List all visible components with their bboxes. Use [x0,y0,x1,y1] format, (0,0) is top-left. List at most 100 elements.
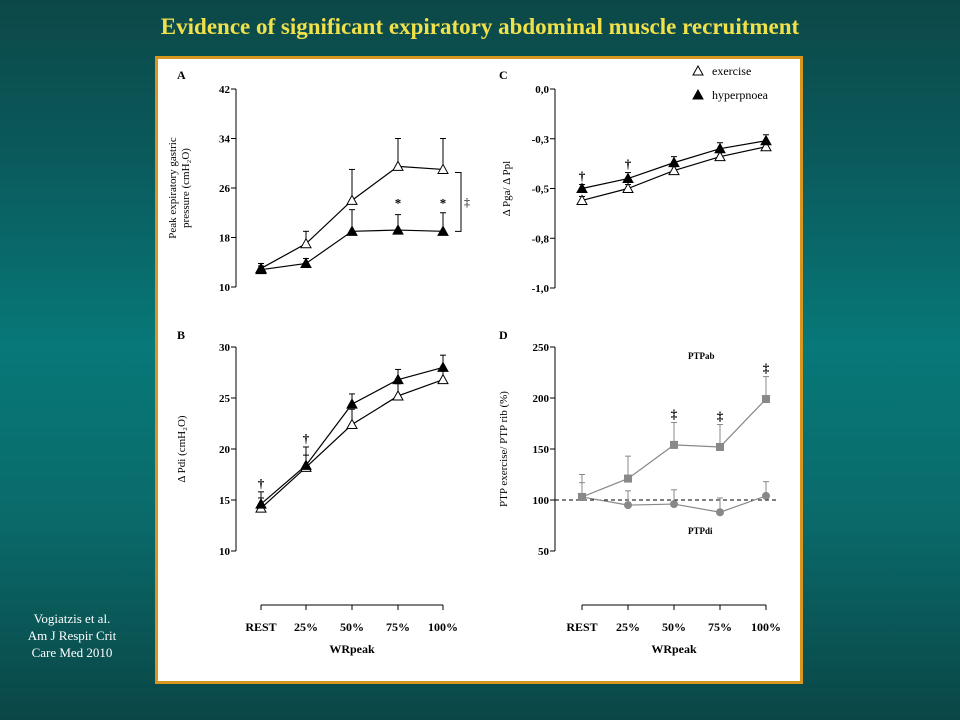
panel-c-legend-marker [692,88,704,100]
citation-line-2: Am J Respir Crit [27,628,117,643]
panel-a-y-tick-label: 10 [219,282,231,294]
panel-d-series-PTPdi-point [716,508,724,517]
panel-a-series-hyperpnoea-point [346,225,358,236]
panel-d-x-tick-label: 50% [662,620,686,634]
panel-c-series-exercise-point [714,150,726,162]
panel-b-x-tick-label: REST [245,620,276,634]
panel-c-y-tick-label: -0,8 [532,233,550,245]
panel-a-series-exercise-point [392,160,404,171]
panel-c-letter: C [499,68,508,82]
panel-a-series-exercise-point [437,163,449,174]
panel-d-x-label: WRpeak [651,642,697,656]
slide-title: Evidence of significant expiratory abdom… [160,14,800,39]
panel-c-annotation: † [625,157,632,172]
panel-c-series-exercise-point [668,164,680,176]
panel-b-series-hyperpnoea-point [437,361,449,372]
panel-b-series-hyperpnoea-point [300,459,312,470]
panel-b-y-tick-label: 20 [219,444,231,456]
panel-d-x-tick-label: 25% [616,620,640,634]
panel-d-series-PTPdi-point [578,492,586,501]
panel-c-annotation: † [579,169,586,184]
panel-c-y-tick-label: 0,0 [535,84,549,96]
panel-a-y-label: Peak expiratory gastric [167,137,179,239]
panel-d-series-PTPab-point [624,474,632,483]
panel-d-annotation: ‡ [763,361,770,376]
panel-a-letter: A [177,68,186,82]
panel-d-series-PTPab-point [762,395,770,404]
panel-d-x-tick-label: 75% [708,620,732,634]
panel-c-series-exercise-point [622,182,634,193]
panel-b-y-tick-label: 15 [219,495,231,507]
panel-a-annotation: * [440,195,447,210]
panel-d-y-tick-label: 250 [533,342,550,354]
panel-a-series-hyperpnoea-point [437,225,449,236]
panel-b-y-tick-label: 25 [219,393,231,405]
panel-d-x-tick-label: 100% [751,620,781,634]
panel-b-series-exercise-point [346,418,358,430]
panel-c-y-label: Δ Pga/ Δ Ppl [501,161,513,216]
panel-a-series-exercise-point [300,237,312,249]
panel-b-series-hyperpnoea-point [255,498,267,509]
panel-d-y-tick-label: 200 [533,393,550,405]
panel-c-series-hyperpnoea-point [760,134,772,146]
panel-c-y-tick-label: -1,0 [532,283,550,295]
panel-a-annotation: ‡ [464,195,470,209]
panel-a-series-hyperpnoea-line [260,229,444,271]
panel-b: B 10 15 20 25 30 Δ Pdi (cmH₂O) † † REST 25% 50% 75% 1… [176,328,458,656]
panel-b-y-tick-label: 10 [219,546,231,558]
panel-c-series-hyperpnoea-point [576,182,588,193]
panel-b-x-tick-label: 100% [428,620,458,634]
panel-b-series-hyperpnoea-point [346,398,358,409]
panel-c-series-exercise-point [576,194,588,205]
panel-a-y-tick-label: 18 [219,233,231,245]
panel-a-series-hyperpnoea-point [255,263,267,275]
panel-a-y-tick-label: 26 [219,183,231,195]
panel-d-series-label: PTPdi [688,526,713,536]
chart-figure: A 10 18 26 34 42 Peak expiratory gastric pressu… [167,64,781,656]
panel-a: A 10 18 26 34 42 Peak expiratory gastric pressu… [167,68,470,294]
panel-b-series-exercise-point [392,389,404,401]
panel-b-y-label: Δ Pdi (cmH₂O) [176,415,188,482]
panel-b-x-tick-label: 75% [386,620,410,634]
panel-c: C 0,0 -0,3 -0,5 -0,8 -1,0 Δ Pga/ Δ Ppl † † exerci… [499,64,772,295]
panel-a-y-label: pressure (cmH₂O) [180,148,192,228]
panel-b-letter: B [177,328,185,342]
panel-d-series-label: PTPab [688,351,715,361]
panel-b-annotation: † [303,431,310,446]
panel-c-series-exercise-point [760,140,772,152]
panel-d-y-label: PTP exercise/ PTP rib (%) [498,391,510,507]
panel-d-series-PTPab-point [670,440,678,449]
figure-panel: A 10 18 26 34 42 Peak expiratory gastric pressu… [155,56,803,684]
panel-c-series-hyperpnoea-point [668,156,680,168]
panel-c-series-hyperpnoea-point [622,172,634,184]
panel-a-annotation: * [395,195,402,210]
panel-b-y-tick-label: 30 [219,342,231,354]
panel-d-series-PTPdi-point [762,491,770,500]
panel-a-series-exercise-point [346,194,358,205]
panel-a-series-hyperpnoea-point [300,257,312,268]
panel-c-series-hyperpnoea-point [714,142,726,154]
panel-b-series-hyperpnoea-point [392,373,404,385]
panel-d-series-PTPdi-point [670,500,678,509]
panel-a-series-hyperpnoea-point [392,224,404,235]
panel-c-y-tick-label: -0,5 [532,184,550,196]
panel-a-y-tick-label: 42 [219,84,231,96]
panel-b-annotation: † [258,476,265,491]
panel-d: D 50 100 150 200 250 PTP exercise/ PTP rib (%)… [498,328,781,656]
panel-a-y-tick-label: 34 [219,134,231,146]
panel-b-series-exercise-point [437,373,449,385]
panel-d-series-PTPab-point [716,442,724,451]
panel-d-annotation: ‡ [671,406,678,421]
panel-d-letter: D [499,328,508,342]
panel-a-bracket [455,172,462,232]
citation: Vogiatzis et al. Am J Respir Crit Care M… [8,610,136,661]
panel-d-annotation: ‡ [717,409,724,424]
panel-b-x-tick-label: 25% [294,620,318,634]
citation-line-3: Care Med 2010 [31,645,113,660]
panel-d-y-tick-label: 150 [533,444,550,456]
panel-d-y-tick-label: 50 [538,546,550,558]
panel-c-y-tick-label: -0,3 [532,134,550,146]
panel-c-legend-marker [692,64,704,76]
panel-b-x-tick-label: 50% [340,620,364,634]
panel-b-x-label: WRpeak [329,642,375,656]
